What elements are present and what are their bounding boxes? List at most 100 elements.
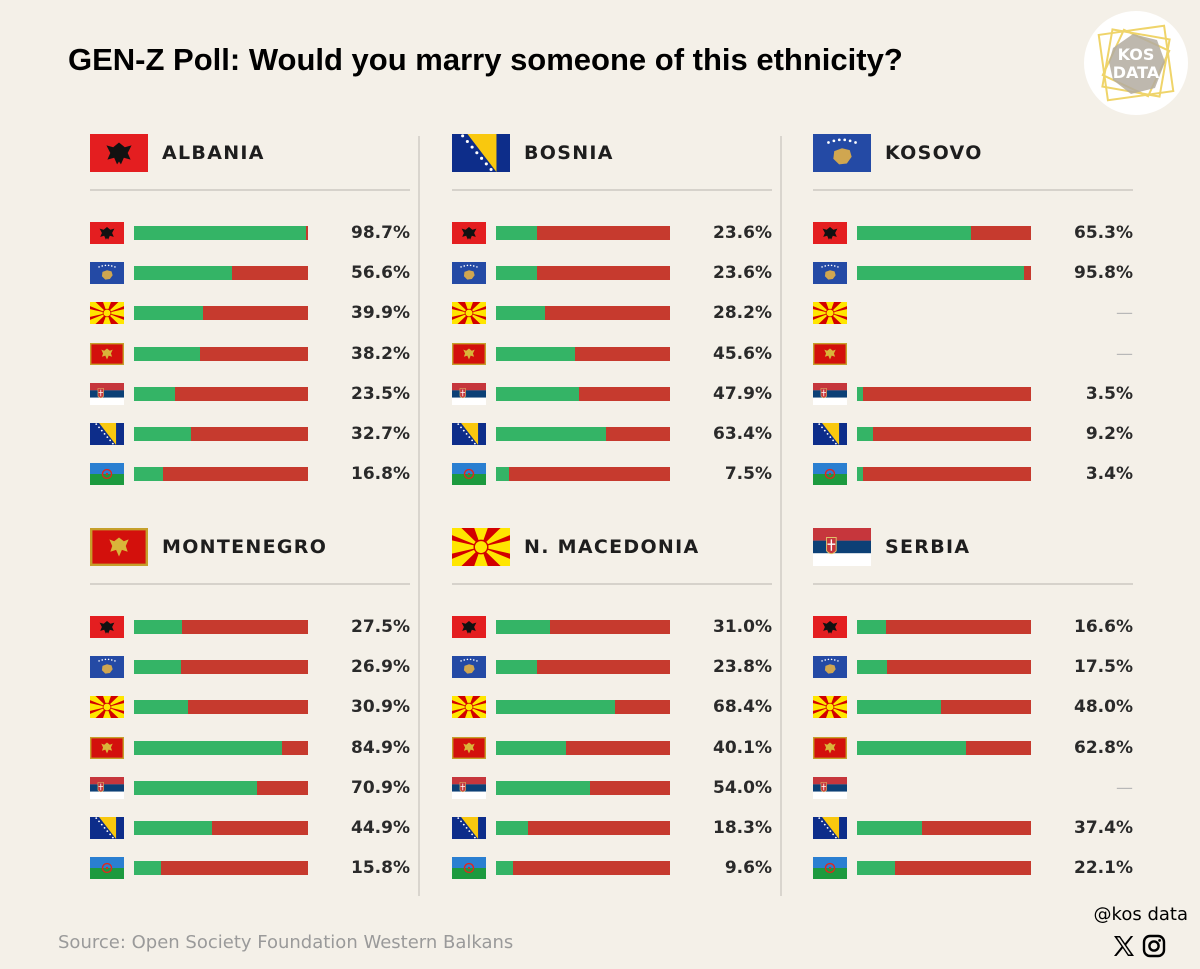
bar-row: 27.5%	[90, 616, 410, 638]
albania-flag-icon	[813, 616, 847, 638]
bar-segment-no	[566, 740, 670, 755]
row-flag	[813, 857, 847, 880]
serbia-flag-icon	[452, 382, 486, 405]
bar-row: 65.3%	[813, 222, 1133, 244]
value-label: 47.9%	[713, 383, 772, 404]
roma-flag-icon	[813, 463, 847, 486]
bar-row: 15.8%	[90, 857, 410, 880]
panel-flag	[90, 134, 148, 172]
bar-segment-yes	[134, 467, 163, 482]
row-flag	[90, 736, 124, 759]
stacked-bar	[134, 346, 308, 361]
row-flag	[452, 817, 486, 839]
panel-rule	[90, 189, 410, 191]
kos-data-logo: KOS DATA	[1084, 11, 1188, 115]
bar-row: 31.0%	[452, 616, 772, 638]
montenegro-flag-icon	[90, 736, 124, 759]
panel-flag	[90, 528, 148, 566]
bar-segment-yes	[134, 861, 161, 876]
value-label: 95.8%	[1074, 263, 1133, 284]
bar-row: 26.9%	[90, 656, 410, 679]
bar-segment-yes	[134, 306, 203, 321]
bar-row: 16.8%	[90, 463, 410, 486]
bar-segment-yes	[496, 386, 579, 401]
bar-segment-no	[545, 306, 670, 321]
bar-row: 28.2%	[449, 299, 772, 328]
serbia-flag-icon	[90, 776, 124, 799]
value-label: —	[1116, 303, 1133, 324]
albania-flag-icon	[452, 616, 486, 638]
x-logo-icon[interactable]	[1112, 934, 1136, 958]
bar-segment-no	[257, 780, 308, 795]
row-flag	[90, 817, 124, 839]
bar-segment-yes	[134, 386, 175, 401]
row-flag	[452, 423, 486, 445]
stacked-bar	[134, 660, 308, 675]
bar-row: 70.9%	[90, 776, 410, 799]
value-label: 16.6%	[1074, 617, 1133, 637]
bar-segment-yes	[857, 386, 863, 401]
bosnia-flag-icon	[90, 423, 124, 445]
bar-row: 40.1%	[452, 736, 772, 759]
logo-text-top: KOS	[1118, 45, 1155, 64]
row-flag	[813, 463, 847, 486]
row-flag	[90, 857, 124, 880]
panel-rule	[813, 189, 1133, 191]
kosovo-flag-icon	[813, 134, 871, 172]
stacked-bar	[496, 660, 670, 675]
bar-segment-no	[579, 386, 670, 401]
value-label: 3.5%	[1085, 383, 1133, 404]
value-label: —	[1116, 343, 1133, 364]
logo-text-bottom: DATA	[1113, 63, 1160, 82]
serbia-flag-icon	[813, 382, 847, 405]
bar-segment-yes	[496, 740, 566, 755]
bar-segment-yes	[857, 266, 1024, 281]
stacked-bar	[496, 780, 670, 795]
stacked-bar	[857, 660, 1031, 675]
bar-segment-yes	[496, 660, 537, 675]
bar-segment-yes	[857, 620, 886, 634]
montenegro-flag-icon	[813, 736, 847, 759]
row-flag	[810, 693, 850, 722]
bar-row: 3.5%	[813, 382, 1133, 405]
kosovo-flag-icon	[813, 656, 847, 679]
roma-flag-icon	[452, 857, 486, 880]
stacked-bar	[857, 266, 1031, 281]
bar-row: 3.4%	[813, 463, 1133, 486]
montenegro-flag-icon	[90, 342, 124, 365]
row-flag	[452, 342, 486, 365]
value-label: 23.5%	[351, 383, 410, 404]
stacked-bar	[134, 427, 308, 441]
value-label: 22.1%	[1074, 858, 1133, 879]
row-flag	[90, 222, 124, 244]
stacked-bar	[134, 780, 308, 795]
bar-segment-no	[615, 700, 670, 715]
bar-segment-yes	[857, 467, 863, 482]
bar-segment-no	[873, 427, 1031, 441]
bar-segment-no	[306, 226, 308, 240]
roma-flag-icon	[813, 857, 847, 880]
bar-row: 32.7%	[90, 423, 410, 445]
stacked-bar	[857, 861, 1031, 876]
bar-row: 23.6%	[452, 222, 772, 244]
value-label: 54.0%	[713, 777, 772, 798]
value-label: 32.7%	[351, 424, 410, 444]
row-flag	[813, 736, 847, 759]
value-label: 56.6%	[351, 263, 410, 284]
instagram-icon[interactable]	[1142, 934, 1166, 958]
kosovo-flag-icon	[452, 656, 486, 679]
row-flag	[90, 616, 124, 638]
bar-segment-no	[513, 861, 670, 876]
bosnia-flag-icon	[813, 423, 847, 445]
panel-flag	[813, 528, 871, 566]
bar-segment-no	[966, 740, 1031, 755]
stacked-bar	[496, 346, 670, 361]
bar-segment-yes	[134, 780, 257, 795]
bar-segment-yes	[857, 226, 971, 240]
chart-panel-macedonia: N. MACEDONIA 31.0% 23.8% 68.4% 40.1% 54.0% 18.…	[448, 522, 774, 898]
montenegro-flag-icon	[813, 342, 847, 365]
montenegro-flag-icon	[90, 528, 148, 566]
value-label: 37.4%	[1074, 818, 1133, 838]
bar-row: 9.2%	[813, 423, 1133, 445]
value-label: 23.6%	[713, 263, 772, 284]
